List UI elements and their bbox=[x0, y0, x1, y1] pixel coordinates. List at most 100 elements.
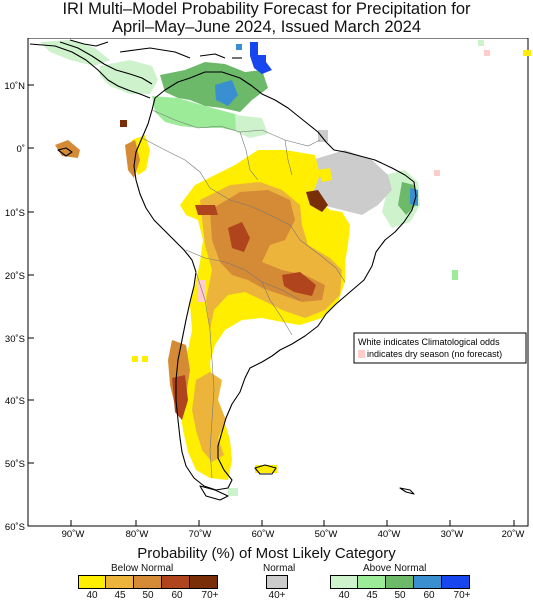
normal-pixel bbox=[318, 130, 328, 142]
below-normal-50-peru bbox=[125, 140, 140, 178]
lon-label: 50˚W bbox=[315, 529, 338, 538]
cuba-coast bbox=[119, 47, 191, 59]
below-normal-60-a bbox=[228, 222, 250, 252]
above-normal-lesser-antilles-70 bbox=[250, 42, 272, 74]
normal-ne-brazil bbox=[305, 150, 392, 215]
below-normal-pixel-a bbox=[142, 356, 148, 362]
border-g bbox=[299, 239, 346, 283]
legend-tick: 50 bbox=[142, 590, 154, 601]
lat-label: 30˚S bbox=[5, 334, 25, 345]
border-i bbox=[284, 139, 293, 176]
lon-label: 80˚W bbox=[126, 529, 149, 538]
yucatan-coast bbox=[69, 39, 109, 47]
legend-swatch bbox=[162, 575, 190, 589]
dry-season-pixel-b bbox=[484, 50, 490, 56]
legend-tick: 70+ bbox=[201, 590, 219, 601]
forecast-map: 10˚N 0˚ 10˚S 20˚S 30˚S 40˚S 50˚S 60˚S 90… bbox=[4, 38, 531, 538]
lat-label: 10˚S bbox=[5, 208, 25, 219]
tierra-del-fuego-coast bbox=[199, 485, 229, 501]
legend-swatch bbox=[442, 575, 470, 589]
lat-label: 20˚S bbox=[5, 271, 25, 282]
below-normal-40-amazon-east bbox=[318, 168, 332, 182]
south-america-coast bbox=[133, 71, 417, 491]
border-c bbox=[209, 187, 301, 241]
lon-label: 40˚W bbox=[378, 529, 401, 538]
lat-label: 10˚N bbox=[4, 81, 25, 92]
below-normal-pixel-galapagos bbox=[132, 356, 138, 362]
forecast-shading bbox=[40, 40, 531, 496]
legend-tick: 40 bbox=[338, 590, 350, 601]
galapagos-coast bbox=[57, 147, 73, 157]
longitude-labels: 90˚W 80˚W 70˚W 60˚W 50˚W 40˚W 30˚W 20˚W bbox=[62, 529, 525, 538]
legend-tick: 40 bbox=[86, 590, 98, 601]
above-normal-pixel-a bbox=[236, 44, 242, 50]
legend-swatch bbox=[78, 575, 106, 589]
lon-label: 60˚W bbox=[252, 529, 275, 538]
below-normal-45-south bbox=[192, 372, 226, 462]
above-normal-north-60 bbox=[215, 80, 238, 106]
central-america-coast bbox=[29, 43, 151, 99]
axis-ticks bbox=[28, 84, 515, 526]
central-america-coast-north bbox=[59, 41, 153, 85]
note-line-2: indicates dry season (no forecast) bbox=[367, 349, 502, 359]
legend-swatch bbox=[358, 575, 386, 589]
lat-label: 60˚S bbox=[5, 522, 25, 533]
normal-label: Normal bbox=[263, 563, 296, 574]
border-b bbox=[141, 137, 211, 189]
legend-tick: 60 bbox=[423, 590, 435, 601]
legend-title: Probability (%) of Most Likely Category bbox=[137, 545, 396, 562]
lon-label: 20˚W bbox=[502, 529, 525, 538]
map-title-line-1: IRI Multi–Model Probability Forecast for… bbox=[62, 0, 471, 18]
lon-label: 90˚W bbox=[62, 529, 85, 538]
above-normal-colombia-40 bbox=[235, 115, 268, 138]
map-title-line-2: April–May–June 2024, Issued March 2024 bbox=[111, 18, 422, 36]
legend-swatch bbox=[414, 575, 442, 589]
below-normal-60-north bbox=[195, 205, 218, 215]
country-borders bbox=[141, 109, 346, 479]
below-normal-70-amazon bbox=[306, 190, 328, 212]
border-e bbox=[195, 271, 215, 479]
above-normal-north-40 bbox=[100, 60, 158, 94]
climatology-note: White indicates Climatological odds indi… bbox=[353, 332, 527, 364]
legend-swatch bbox=[134, 575, 162, 589]
dry-season-pixel-c bbox=[434, 170, 440, 176]
legend-swatch bbox=[266, 575, 288, 589]
note-box bbox=[353, 332, 527, 364]
above-normal-label: Above Normal bbox=[363, 563, 427, 574]
lat-label: 0˚ bbox=[17, 144, 25, 155]
border-d bbox=[185, 249, 301, 301]
lat-label: 50˚S bbox=[5, 459, 25, 470]
below-normal-60-pixel bbox=[120, 120, 127, 127]
below-normal-pixel-c bbox=[523, 50, 531, 56]
legend-tick: 45 bbox=[114, 590, 126, 601]
legend-tick: 70+ bbox=[453, 590, 471, 601]
hispaniola-coast bbox=[199, 53, 226, 59]
below-normal-falklands bbox=[255, 465, 277, 473]
above-normal-pixel-south bbox=[228, 488, 238, 496]
coastlines bbox=[29, 39, 417, 501]
above-normal-pixel-b bbox=[452, 270, 458, 280]
legend-swatch bbox=[330, 575, 358, 589]
note-line-1: White indicates Climatological odds bbox=[358, 337, 500, 347]
legend-tick: 60 bbox=[171, 590, 183, 601]
below-normal-60-b bbox=[282, 272, 316, 296]
border-f bbox=[261, 281, 293, 336]
legend-tick: 40+ bbox=[268, 590, 286, 601]
below-normal-swatches bbox=[78, 575, 218, 589]
lon-label: 70˚W bbox=[189, 529, 212, 538]
legend-tick: 50 bbox=[394, 590, 406, 601]
normal-swatch-box bbox=[266, 575, 288, 589]
legend-swatch bbox=[190, 575, 218, 589]
border-h bbox=[239, 131, 259, 181]
falklands-coast bbox=[254, 464, 277, 475]
above-normal-north-50 bbox=[160, 62, 268, 112]
legend-swatch bbox=[386, 575, 414, 589]
lon-label: 30˚W bbox=[441, 529, 464, 538]
above-normal-pixel-c bbox=[478, 40, 484, 46]
lat-label: 40˚S bbox=[5, 396, 25, 407]
above-normal-swatches bbox=[330, 575, 470, 589]
above-normal-north-45 bbox=[152, 96, 250, 132]
legend-swatch bbox=[106, 575, 134, 589]
latitude-labels: 10˚N 0˚ 10˚S 20˚S 30˚S 40˚S 50˚S 60˚S bbox=[4, 81, 25, 533]
below-normal-label: Below Normal bbox=[111, 563, 174, 574]
